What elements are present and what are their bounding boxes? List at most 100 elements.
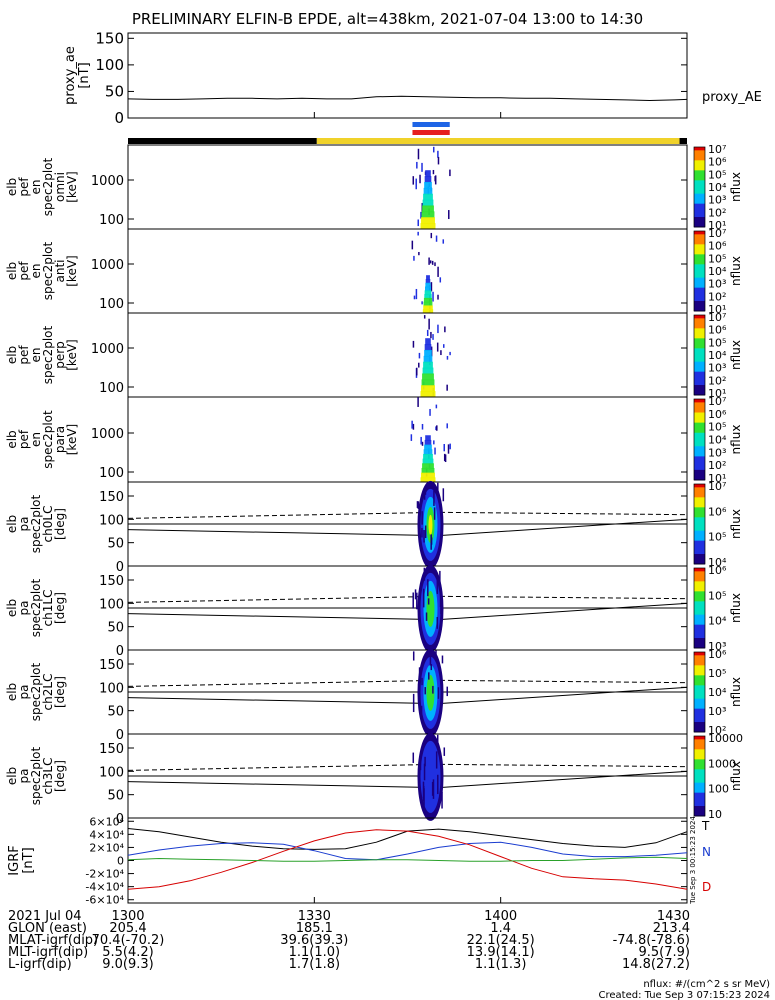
colorbar-cell	[694, 170, 705, 175]
colorbar-cell	[694, 631, 705, 636]
flux-streak	[412, 592, 414, 609]
flux-streak	[417, 219, 419, 227]
flux-streak	[424, 756, 426, 767]
footer-row-label: GLON (east)	[8, 921, 87, 936]
colorbar-cell	[694, 210, 705, 215]
flux-streak	[417, 148, 420, 160]
colorbar-cell	[694, 739, 705, 744]
colorbar-cell	[694, 371, 705, 376]
panel-ytick-label: 100	[99, 681, 124, 696]
colorbar-cell	[694, 307, 705, 312]
colorbar-cell	[694, 163, 705, 168]
flux-streak	[446, 686, 449, 697]
colorbar-tick-label: 10³	[708, 640, 726, 653]
flux-streak	[430, 331, 432, 339]
flux-cell	[421, 472, 435, 479]
colorbar-cell	[694, 504, 705, 508]
colorbar-tick-label: 10³	[708, 194, 726, 207]
timebar-segment	[316, 138, 680, 144]
colorbar-cell	[694, 614, 705, 619]
panel-ylabel: pef	[17, 345, 31, 365]
footer-value: 14.8(27.2)	[622, 957, 690, 972]
panel-ylabel: elb	[5, 599, 19, 617]
colorbar-cell	[694, 463, 705, 467]
science-marker-red	[412, 130, 450, 135]
panel-frame	[127, 144, 688, 230]
colorbar-cell	[694, 291, 705, 295]
colorbar-cell	[694, 766, 705, 770]
flux-streak	[446, 384, 448, 391]
flux-streak	[419, 174, 421, 184]
flux-streak	[423, 315, 426, 319]
colorbar-cell	[694, 190, 705, 195]
flux-streak	[429, 651, 432, 666]
colorbar-cell	[694, 682, 705, 686]
colorbar-cell	[694, 658, 705, 663]
panel-ylabel: en	[29, 264, 43, 279]
colorbar-cell	[694, 574, 705, 579]
colorbar-cell	[694, 422, 705, 427]
colorbar-frame	[693, 735, 706, 817]
flux-streak	[412, 176, 415, 185]
panel-frame	[127, 396, 688, 483]
colorbar-cell	[694, 177, 705, 181]
flux-streak	[443, 747, 446, 756]
colorbar-cell	[694, 446, 705, 451]
panel-ylabel: [deg]	[53, 676, 67, 708]
flux-cell	[424, 286, 431, 292]
colorbar-cell	[694, 193, 705, 198]
colorbar-cell	[694, 399, 705, 403]
flux-cell	[422, 458, 434, 465]
colorbar-cell	[694, 624, 705, 629]
colorbar-cell	[694, 277, 705, 282]
flux-streak	[435, 404, 438, 409]
colorbar-cell	[694, 318, 705, 323]
flux-streak	[413, 295, 416, 300]
flux-streak	[437, 266, 439, 277]
flux-cell	[422, 205, 434, 213]
proxy-ae-tick-label: 150	[95, 29, 124, 47]
colorbar-cell	[694, 213, 705, 218]
proxy-ae-tick-label: 50	[105, 82, 124, 100]
colorbar-cell	[694, 786, 705, 790]
flux-streak	[418, 362, 420, 368]
footer-value: 9.5(7.9)	[639, 945, 691, 960]
flux-cell	[423, 187, 433, 195]
flux-streak	[427, 579, 429, 597]
timebar-segment	[128, 138, 317, 144]
colorbar-tick-label: 10⁵	[708, 168, 726, 181]
flux-streak	[420, 705, 423, 716]
anti-loss-cone-line	[127, 763, 688, 771]
colorbar-tick-label: 1000	[708, 757, 736, 770]
flux-streak	[424, 687, 426, 695]
flux-streak	[444, 326, 446, 333]
flux-streak	[432, 146, 435, 153]
colorbar-cell	[694, 736, 705, 740]
colorbar-cell	[694, 618, 705, 622]
colorbar-cell	[694, 776, 705, 780]
colorbar-cell	[694, 675, 705, 680]
created-note: Created: Tue Sep 3 07:15:23 2024	[599, 990, 771, 1000]
colorbar-frame	[693, 567, 706, 649]
flux-streak	[442, 488, 445, 502]
flux-streak	[434, 447, 436, 455]
panel-ylabel: perp	[53, 341, 67, 369]
timebar-segment	[679, 138, 687, 144]
footer-value: 39.6(39.3)	[280, 933, 348, 948]
flux-streak	[422, 588, 425, 608]
colorbar-cell	[694, 796, 705, 800]
panel-ylabel: pa	[17, 517, 31, 532]
panel-ylabel: ch1LC	[41, 590, 55, 627]
colorbar-cell	[694, 621, 705, 626]
flux-streak	[420, 211, 422, 219]
flux-streak	[435, 235, 438, 242]
colorbar-tick-label: 10⁷	[708, 311, 726, 324]
panel-ytick-label: 100	[99, 513, 124, 528]
flux-streak	[415, 178, 417, 190]
colorbar-label: nflux	[729, 256, 743, 286]
footer-row-label: L-igrf(dip)	[8, 957, 72, 972]
colorbar-tick-label: 10⁴	[708, 265, 727, 278]
